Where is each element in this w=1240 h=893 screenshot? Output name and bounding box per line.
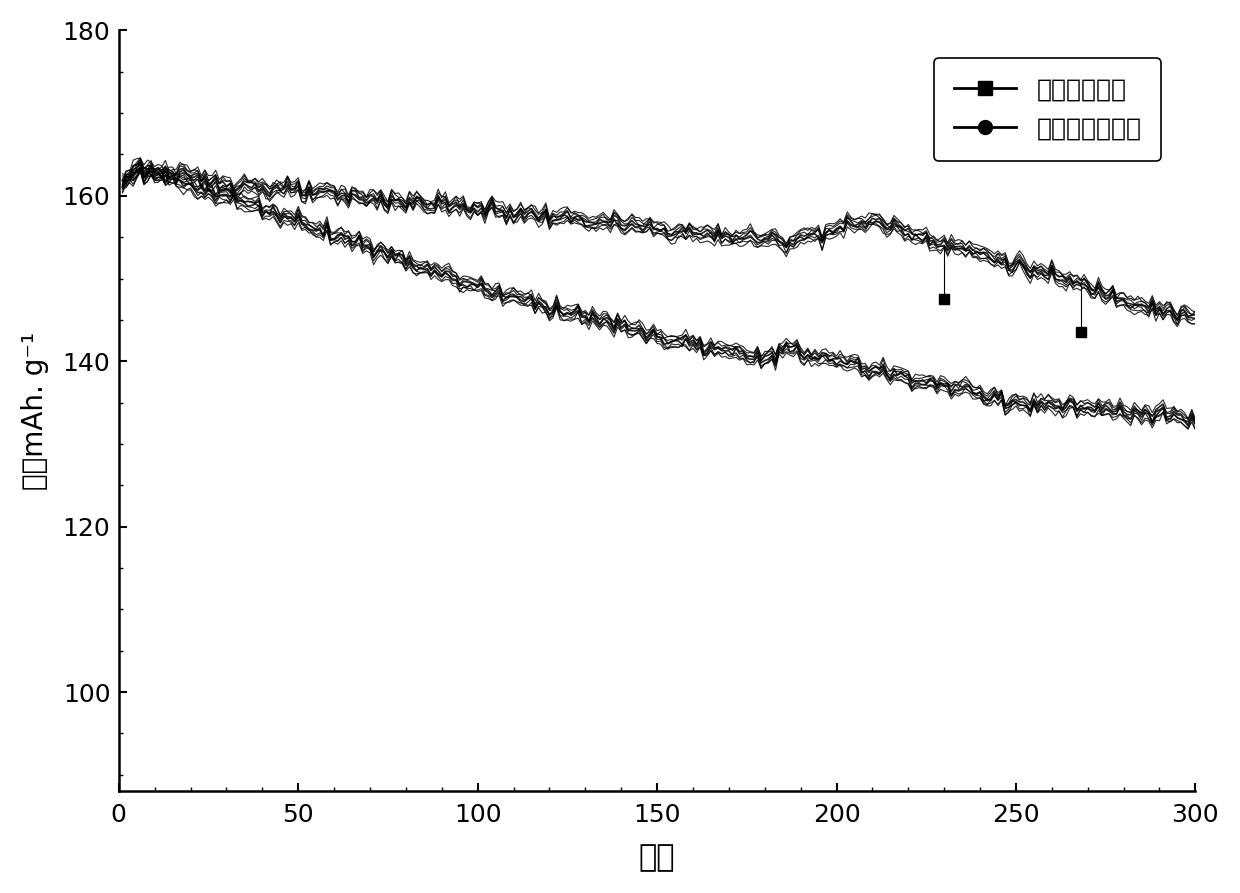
Y-axis label: 容量mAh. g⁻¹: 容量mAh. g⁻¹ [21, 332, 48, 490]
X-axis label: 序号: 序号 [639, 843, 676, 872]
Legend: 复合正极材料, 镁鈢锤三元材料: 复合正极材料, 镁鈢锤三元材料 [934, 58, 1162, 161]
